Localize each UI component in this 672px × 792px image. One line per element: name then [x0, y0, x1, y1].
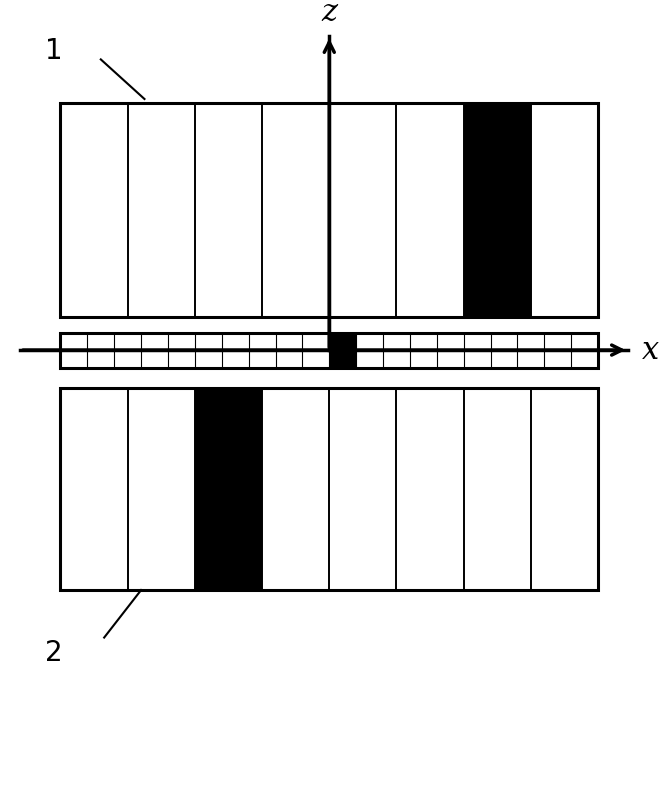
Bar: [60, 103, 128, 317]
Bar: [195, 103, 262, 317]
Bar: [60, 388, 128, 590]
Text: 1: 1: [45, 37, 62, 66]
Bar: [60, 333, 598, 368]
Bar: [531, 103, 598, 317]
Bar: [60, 333, 87, 368]
Bar: [302, 333, 329, 368]
Bar: [262, 388, 329, 590]
Bar: [329, 103, 396, 317]
Bar: [571, 333, 598, 368]
Bar: [517, 333, 544, 368]
Bar: [168, 333, 195, 368]
Bar: [396, 103, 464, 317]
Bar: [222, 333, 249, 368]
Bar: [276, 333, 302, 368]
Bar: [531, 388, 598, 590]
Bar: [128, 388, 195, 590]
Text: 2: 2: [45, 639, 62, 668]
Bar: [262, 103, 329, 317]
Bar: [87, 333, 114, 368]
Bar: [383, 333, 410, 368]
Text: x: x: [642, 334, 659, 366]
Bar: [544, 333, 571, 368]
Bar: [437, 333, 464, 368]
Bar: [114, 333, 141, 368]
Bar: [60, 103, 598, 317]
Bar: [60, 388, 598, 590]
Bar: [464, 388, 531, 590]
Bar: [464, 333, 491, 368]
Bar: [491, 333, 517, 368]
Bar: [249, 333, 276, 368]
Bar: [60, 388, 598, 590]
Bar: [60, 333, 598, 368]
Bar: [128, 103, 195, 317]
Bar: [396, 388, 464, 590]
Bar: [60, 103, 598, 317]
Bar: [410, 333, 437, 368]
Bar: [141, 333, 168, 368]
Bar: [329, 333, 356, 368]
Text: z: z: [321, 0, 337, 28]
Bar: [464, 103, 531, 317]
Bar: [329, 388, 396, 590]
Bar: [195, 333, 222, 368]
Bar: [356, 333, 383, 368]
Bar: [195, 388, 262, 590]
